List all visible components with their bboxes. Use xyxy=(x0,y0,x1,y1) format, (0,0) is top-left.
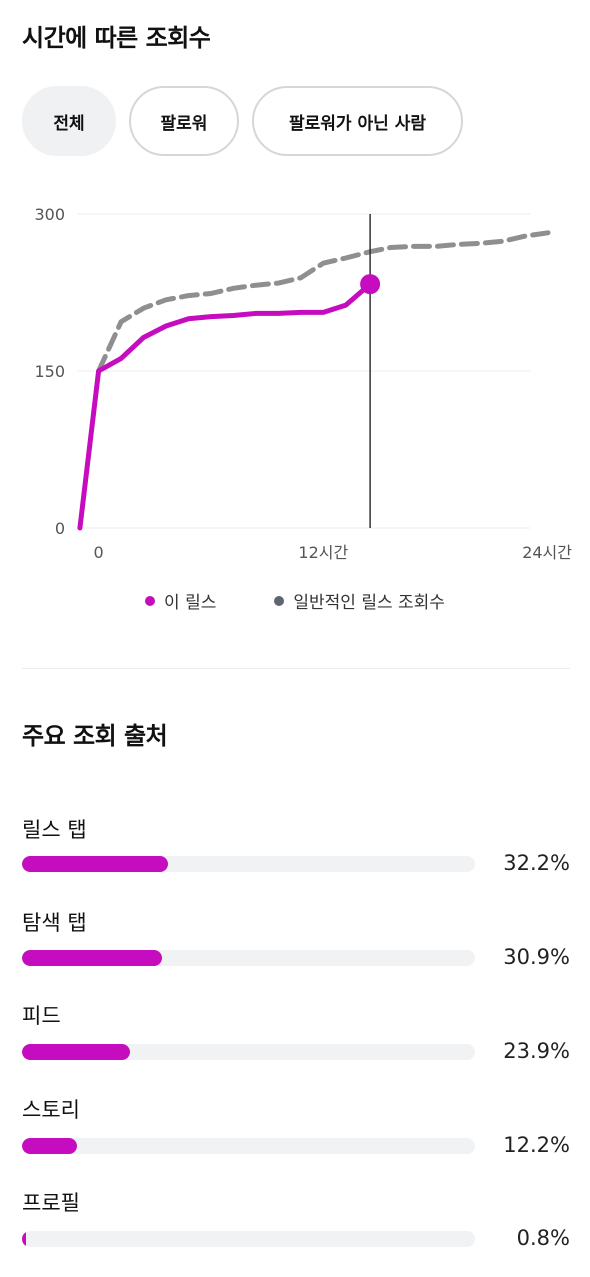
legend-dot-typical xyxy=(274,595,285,606)
source-bar-track xyxy=(22,1138,475,1154)
source-label: 스토리 xyxy=(22,1098,80,1122)
x-tick-label: 12시간 xyxy=(298,543,348,562)
series-point-this-reel-latest xyxy=(360,274,381,295)
y-tick-label: 300 xyxy=(34,205,65,224)
source-label: 탐색 탭 xyxy=(22,911,87,935)
source-bar-track xyxy=(22,1044,475,1060)
section-divider xyxy=(22,668,570,669)
series-line-typical xyxy=(96,230,551,374)
legend-label-this-reel: 이 릴스 xyxy=(164,593,217,613)
views-line-chart: 300 150 0 0 12시간 24시간 xyxy=(34,205,572,562)
filter-chip-all[interactable]: 전체 xyxy=(22,86,116,156)
filter-chip-non-followers[interactable]: 팔로워가 아닌 사람 xyxy=(252,86,463,156)
source-bar-fill xyxy=(22,1231,26,1247)
source-bar-track xyxy=(22,950,475,966)
source-bar-fill xyxy=(22,856,168,872)
source-label: 프로필 xyxy=(22,1191,80,1215)
source-value: 23.9% xyxy=(503,1039,570,1063)
chart-legend: 이 릴스 일반적인 릴스 조회수 xyxy=(0,588,590,613)
top-sources-title: 주요 조회 출처 xyxy=(22,722,168,750)
source-value: 32.2% xyxy=(503,851,570,875)
filter-chip-followers[interactable]: 팔로워 xyxy=(129,86,239,156)
source-bar-track xyxy=(22,856,475,872)
x-tick-label: 0 xyxy=(94,543,104,562)
source-value: 30.9% xyxy=(503,945,570,969)
source-value: 12.2% xyxy=(503,1133,570,1157)
source-label: 피드 xyxy=(22,1004,61,1028)
series-line-this-reel xyxy=(77,281,373,531)
source-bar-fill xyxy=(22,1044,131,1060)
legend-label-typical: 일반적인 릴스 조회수 xyxy=(293,593,445,613)
legend-item-typical: 일반적인 릴스 조회수 xyxy=(274,588,445,613)
x-tick-label: 24시간 xyxy=(522,543,572,562)
legend-item-this-reel: 이 릴스 xyxy=(145,588,216,613)
y-tick-label: 150 xyxy=(34,362,65,381)
views-over-time-title: 시간에 따른 조회수 xyxy=(22,24,211,52)
source-label: 릴스 탭 xyxy=(22,818,87,842)
source-bar-fill xyxy=(22,1138,78,1154)
source-bar-fill xyxy=(22,950,162,966)
source-value: 0.8% xyxy=(516,1226,570,1250)
legend-dot-this-reel xyxy=(145,595,156,606)
source-bar-track xyxy=(22,1231,475,1247)
y-tick-label: 0 xyxy=(55,519,65,538)
